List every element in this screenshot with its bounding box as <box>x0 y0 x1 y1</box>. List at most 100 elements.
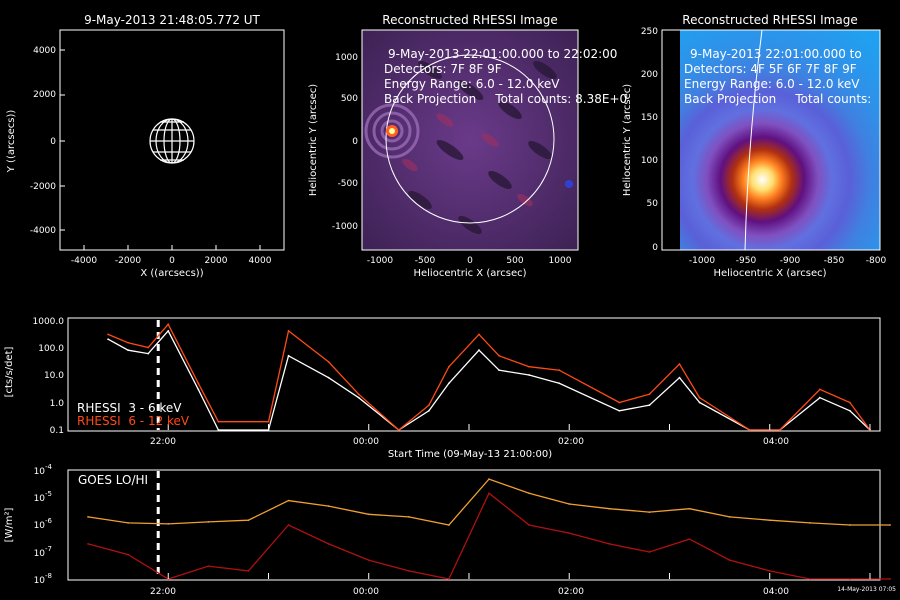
legend-high: RHESSI 6 - 12 keV <box>77 414 190 428</box>
series-line-goes-hi-point <box>889 578 891 580</box>
rhessi2-energy: Energy Range: 6.0 - 12.0 keV <box>684 77 860 91</box>
rhessi2-ytick: 150 <box>641 113 658 123</box>
lightcurve-ytick: 10.0 <box>44 371 64 381</box>
rhessi1-time: 9-May-2013 22:01:00.000 to 22:02:00 <box>388 47 617 61</box>
series-line-goes-lo-point <box>608 507 611 510</box>
series-line-rhessi-high-point <box>478 333 480 336</box>
series-line-rhessi-high-point <box>397 429 400 431</box>
solar-title: 9-May-2013 21:48:05.772 UT <box>84 13 260 27</box>
solar-disk <box>149 118 195 164</box>
rhessi2-ytick: 100 <box>641 156 658 166</box>
rhessi1-ytick: -500 <box>338 179 359 189</box>
lightcurve-xtick: 22:00 <box>150 437 176 447</box>
series-line-rhessi-high-point <box>498 354 500 357</box>
series-line-rhessi-low-point <box>818 396 821 399</box>
series-line-goes-lo-point <box>448 524 450 526</box>
series-line-rhessi-low-point <box>167 330 170 332</box>
goes-label: GOES LO/HI <box>78 473 148 487</box>
series-line-rhessi-low-point <box>448 382 450 385</box>
series-line-goes-lo-point <box>367 513 370 516</box>
series-line-rhessi-low-point <box>478 349 480 352</box>
series-line-rhessi-high-point <box>528 365 531 368</box>
rhessi2-xtick: -950 <box>736 256 757 266</box>
series-line-rhessi-low-point <box>217 429 220 431</box>
solar-xticks: -4000 -2000 0 2000 4000 <box>71 256 272 266</box>
rhessi1-info: 9-May-2013 22:01:00.000 to 22:02:00 Dete… <box>384 47 627 106</box>
lightcurve-ytick: 1000.0 <box>33 317 65 327</box>
series-line-rhessi-high-point <box>167 323 170 326</box>
rhessi2-title: Reconstructed RHESSI Image <box>682 13 857 27</box>
series-line-goes-lo <box>87 478 890 526</box>
goes-ylabel: [W/m²] <box>4 507 15 542</box>
series-line-goes-hi-point <box>247 569 250 572</box>
series-line-goes-lo-point <box>167 522 170 525</box>
series-line-rhessi-high-point <box>448 365 450 368</box>
series-line-rhessi-high-point <box>698 396 701 399</box>
rhessi1-detectors: Detectors: 7F 8F 9F <box>384 62 502 76</box>
rhessi1-energy: Energy Range: 6.0 - 12.0 keV <box>384 77 560 91</box>
series-line-rhessi-low <box>107 329 871 431</box>
series-line-rhessi-low-point <box>648 404 651 407</box>
series-line-goes-lo-point <box>327 505 330 508</box>
series-line-rhessi-high-point <box>558 369 561 372</box>
goes-xtick: 00:00 <box>353 587 379 597</box>
rhessi1-title: Reconstructed RHESSI Image <box>382 13 557 27</box>
rhessi1-ylabel: Heliocentric Y (arcsec) <box>308 84 319 196</box>
rhessi2-time: 9-May-2013 22:01:00.000 to <box>690 47 862 61</box>
solar-ytick: 2000 <box>33 90 56 100</box>
rhessi2-ytick: 0 <box>652 243 658 253</box>
goes-ytick: 10-8 <box>34 572 52 586</box>
series-line-goes-lo-point <box>407 515 410 518</box>
series-line-rhessi-high-point <box>427 404 430 407</box>
series-line-rhessi-low-point <box>498 369 500 372</box>
rhessi2-xtick: -900 <box>780 256 801 266</box>
solar-xlabel: X ((arcsecs)) <box>140 268 203 279</box>
rhessi2-xtick: -1000 <box>689 256 715 266</box>
series-line-goes-lo-point <box>768 519 771 522</box>
solar-xtick: -2000 <box>115 256 141 266</box>
series-line-goes-lo-point <box>889 524 891 526</box>
goes-xtick: 22:00 <box>150 587 176 597</box>
rhessi1-method: Back Projection Total counts: 8.38E+0 <box>384 92 627 106</box>
series-line-rhessi-low-point <box>197 388 200 391</box>
solar-xtick: -4000 <box>71 256 97 266</box>
lightcurve-ytick: 1.0 <box>50 399 65 409</box>
series-line-rhessi-low-point <box>618 409 621 412</box>
goes-panel: GOES LO/HI 10-4 10-5 10-6 10-7 10-8 22:0… <box>4 463 896 597</box>
rhessi1-xticks: -1000 -500 0 500 1000 <box>367 256 572 266</box>
rhessi1-xtick: 0 <box>467 256 473 266</box>
series-line-rhessi-high-point <box>357 393 360 396</box>
series-line-goes-lo-point <box>648 511 651 514</box>
series-line-rhessi-low-point <box>147 352 150 355</box>
series-line-goes-hi-point <box>367 559 370 562</box>
timestamp: 14-May-2013 07:05 <box>837 586 896 593</box>
series-line-rhessi-low-point <box>849 409 851 412</box>
goes-xtick: 02:00 <box>558 587 584 597</box>
lightcurve-xtick: 00:00 <box>353 437 379 447</box>
lightcurve-xtick: 02:00 <box>558 437 584 447</box>
series-line-rhessi-high <box>107 323 871 431</box>
series-line-rhessi-low-point <box>107 338 109 341</box>
series-line-rhessi-low-point <box>127 349 130 352</box>
rhessi1-ytick: -1000 <box>332 222 358 232</box>
series-line-rhessi-high-point <box>748 429 751 431</box>
series-line-goes-lo-point <box>528 492 531 495</box>
series-line-goes-hi-point <box>528 524 531 526</box>
series-line-goes-hi-point <box>728 559 731 562</box>
series-line-rhessi-high-point <box>267 420 270 423</box>
series-line-goes-lo-point <box>287 499 290 502</box>
rhessi2-yticks: 250 200 150 100 50 0 <box>641 27 658 253</box>
lightcurve-ytick: 0.1 <box>50 426 64 436</box>
rhessi2-ytick: 50 <box>647 199 659 209</box>
series-line-goes-lo-point <box>688 507 691 510</box>
rhessi2-xticks: -1000 -950 -900 -850 -800 <box>689 256 887 266</box>
rhessi1-xtick: -1000 <box>367 256 393 266</box>
series-line-goes-hi-point <box>608 542 611 545</box>
series-line-rhessi-low-point <box>558 382 561 385</box>
solar-ytick: -2000 <box>30 182 56 192</box>
series-line-rhessi-low-point <box>287 354 290 357</box>
series-line-goes-hi-point <box>688 538 691 541</box>
goes-ytick: 10-4 <box>34 463 53 477</box>
series-line-rhessi-high-point <box>217 420 220 423</box>
